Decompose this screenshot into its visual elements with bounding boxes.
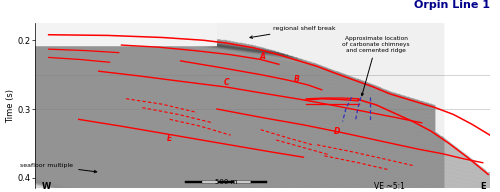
Text: B: B — [294, 75, 300, 84]
Text: regional shelf break: regional shelf break — [250, 26, 336, 38]
Text: D: D — [334, 127, 340, 136]
Text: A: A — [260, 52, 266, 61]
Text: E: E — [167, 134, 172, 143]
Text: E: E — [480, 182, 486, 191]
Text: W: W — [42, 182, 50, 191]
Text: seafloor multiple: seafloor multiple — [20, 163, 96, 173]
Text: Approximate location
of carbonate chimneys
and cemented ridge: Approximate location of carbonate chimne… — [342, 36, 410, 96]
Y-axis label: Time (s): Time (s) — [6, 89, 15, 123]
Text: 500 m: 500 m — [215, 179, 238, 185]
Text: Orpin Line 1: Orpin Line 1 — [414, 0, 490, 10]
Text: C: C — [224, 78, 229, 87]
Text: VE ~5:1: VE ~5:1 — [374, 182, 406, 191]
